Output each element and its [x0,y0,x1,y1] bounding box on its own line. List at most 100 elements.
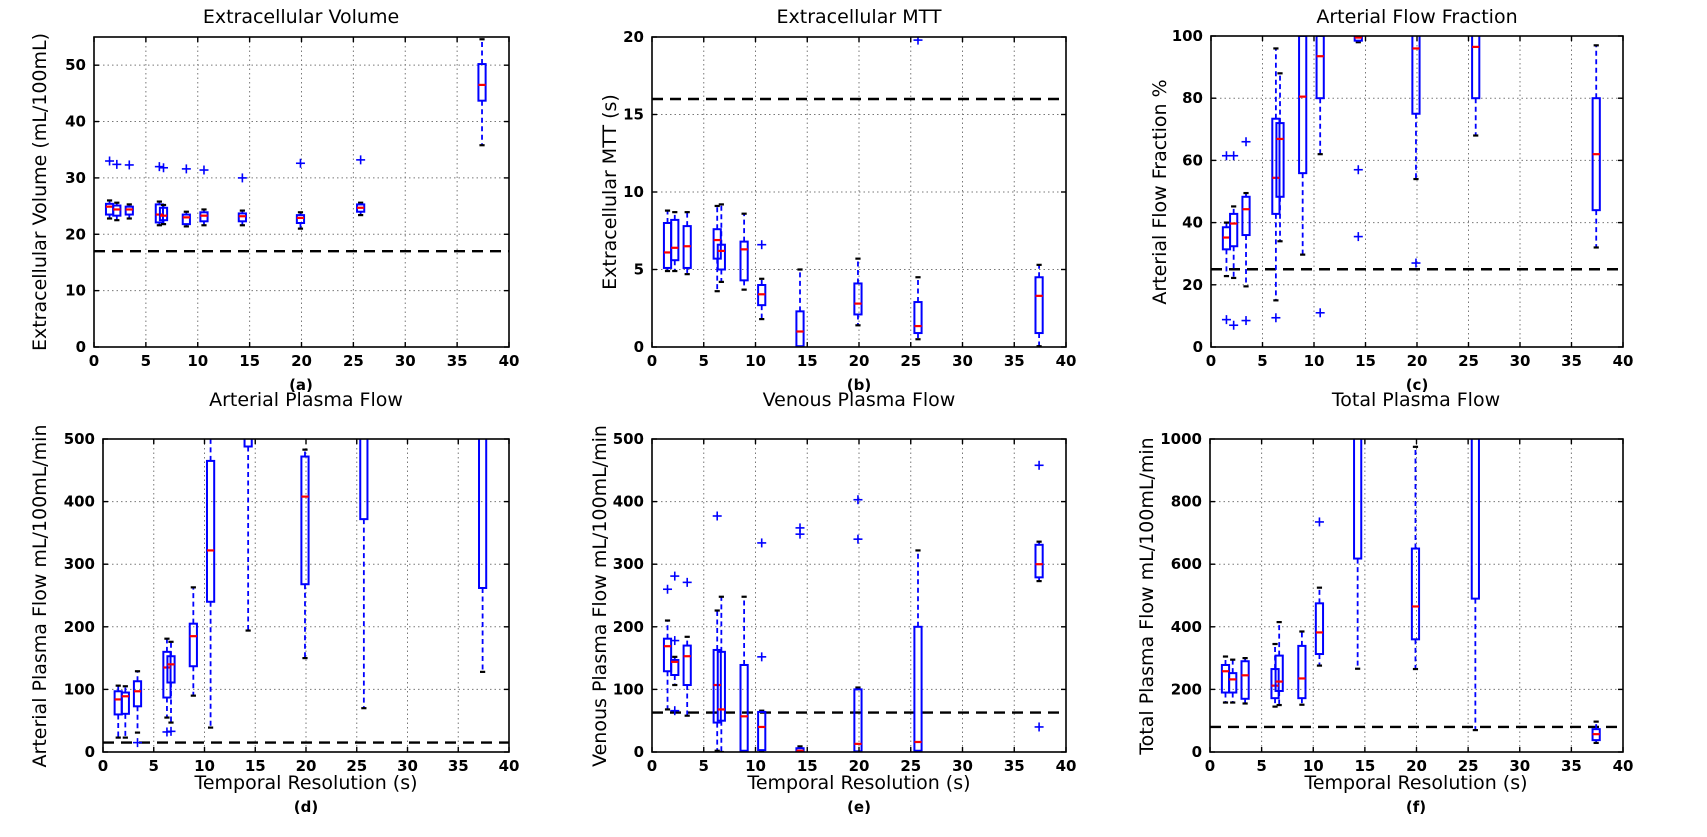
svg-text:20: 20 [1182,276,1203,294]
svg-text:20: 20 [849,352,870,370]
svg-text:600: 600 [1171,555,1202,573]
svg-text:500: 500 [64,430,95,448]
svg-text:30: 30 [952,757,973,775]
subplot-f-caption: (f) [1405,798,1427,816]
subplot-a-caption: (a) [289,376,313,394]
svg-text:25: 25 [1458,352,1479,370]
svg-text:0: 0 [634,338,644,356]
svg-text:0: 0 [1193,338,1203,356]
svg-text:100: 100 [613,680,644,698]
svg-text:40: 40 [1613,352,1634,370]
svg-text:0: 0 [1206,352,1216,370]
svg-text:30: 30 [1510,352,1531,370]
subplot-b-ylabel: Extracellular MTT (s) [599,94,621,290]
svg-text:5: 5 [1256,757,1266,775]
svg-text:20: 20 [1406,757,1427,775]
svg-text:15: 15 [1354,757,1375,775]
svg-text:5: 5 [149,757,159,775]
svg-text:35: 35 [1561,757,1582,775]
subplot-e-caption: (e) [847,798,871,816]
svg-text:500: 500 [613,430,644,448]
svg-text:0: 0 [98,757,108,775]
svg-text:300: 300 [613,555,644,573]
subplot-b: 0 5 10 15 20 25 30 35 40 0 5 10 15 20 [623,28,1076,370]
svg-text:15: 15 [623,106,644,124]
svg-text:15: 15 [797,352,818,370]
svg-text:200: 200 [1171,680,1202,698]
svg-text:20: 20 [623,28,644,46]
svg-text:10: 10 [1303,757,1324,775]
subplot-c-title: Arterial Flow Fraction [1316,6,1518,28]
svg-text:40: 40 [499,352,520,370]
subplot-b-title: Extracellular MTT [776,6,942,28]
svg-text:15: 15 [239,352,260,370]
svg-text:100: 100 [64,680,95,698]
svg-text:40: 40 [65,113,86,131]
svg-text:20: 20 [291,352,312,370]
svg-text:30: 30 [952,352,973,370]
svg-text:0: 0 [76,338,86,356]
svg-text:15: 15 [245,757,266,775]
subplot-f-xlabel: Temporal Resolution (s) [1304,772,1528,794]
subplot-c-caption: (c) [1405,376,1429,394]
svg-text:10: 10 [745,757,766,775]
svg-text:5: 5 [699,352,709,370]
svg-text:15: 15 [1355,352,1376,370]
svg-text:25: 25 [900,352,921,370]
svg-text:0: 0 [89,352,99,370]
svg-text:400: 400 [64,493,95,511]
svg-text:5: 5 [141,352,151,370]
svg-text:25: 25 [900,757,921,775]
svg-text:40: 40 [1182,214,1203,232]
svg-text:0: 0 [634,743,644,761]
subplot-c-ylabel: Arterial Flow Fraction % [1149,79,1171,305]
svg-text:30: 30 [65,169,86,187]
svg-text:0: 0 [647,352,657,370]
svg-text:1000: 1000 [1160,430,1202,448]
svg-text:100: 100 [1172,27,1203,45]
svg-text:35: 35 [1004,352,1025,370]
svg-text:300: 300 [64,555,95,573]
subplot-d-ylabel: Arterial Plasma Flow mL/100mL/min [29,424,51,768]
subplot-b-caption: (b) [846,376,872,394]
subplot-c: 0 5 10 15 20 25 30 35 40 0 20 40 60 80 100 [1172,27,1634,370]
svg-text:40: 40 [499,757,520,775]
svg-text:5: 5 [634,261,644,279]
svg-text:80: 80 [1182,89,1203,107]
svg-text:20: 20 [296,757,317,775]
svg-text:20: 20 [849,757,870,775]
svg-text:35: 35 [1561,352,1582,370]
subplot-d-xlabel: Temporal Resolution (s) [194,772,418,794]
svg-text:0: 0 [1205,757,1215,775]
svg-text:15: 15 [797,757,818,775]
svg-text:800: 800 [1171,493,1202,511]
subplot-a-title: Extracellular Volume [202,6,400,28]
svg-text:25: 25 [346,757,367,775]
svg-text:35: 35 [1004,757,1025,775]
svg-text:10: 10 [65,282,86,300]
svg-text:10: 10 [745,352,766,370]
svg-text:40: 40 [1056,757,1077,775]
svg-text:30: 30 [397,757,418,775]
svg-text:200: 200 [64,618,95,636]
svg-text:40: 40 [1613,757,1634,775]
svg-text:20: 20 [1407,352,1428,370]
svg-text:10: 10 [187,352,208,370]
svg-text:30: 30 [1509,757,1530,775]
svg-text:35: 35 [448,757,469,775]
svg-text:25: 25 [343,352,364,370]
svg-text:0: 0 [647,757,657,775]
svg-text:200: 200 [613,618,644,636]
svg-text:5: 5 [699,757,709,775]
svg-text:0: 0 [85,743,95,761]
svg-text:400: 400 [1171,618,1202,636]
subplot-e-ylabel: Venous Plasma Flow mL/100mL/min [589,425,611,767]
subplot-f-ylabel: Total Plasma Flow mL/100mL/min [1136,437,1158,755]
svg-text:35: 35 [447,352,468,370]
svg-text:5: 5 [1257,352,1267,370]
